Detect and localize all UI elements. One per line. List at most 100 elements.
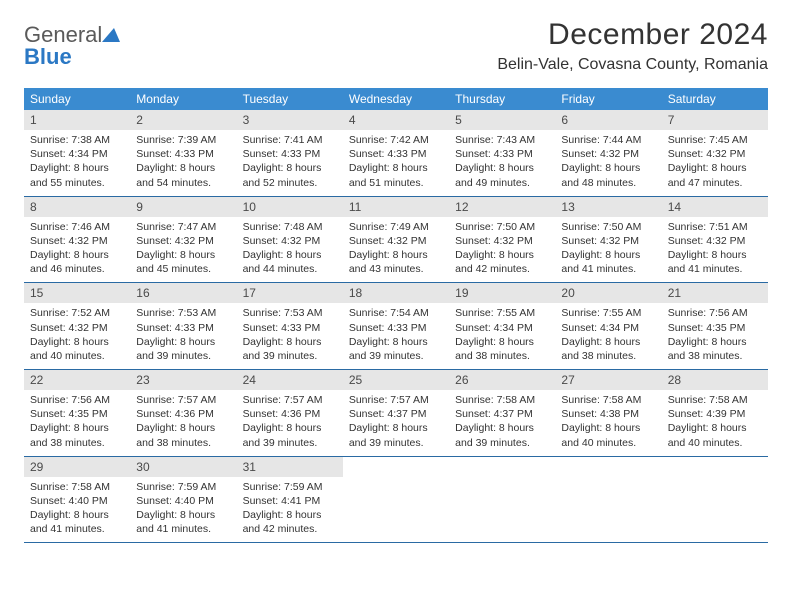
month-title: December 2024 xyxy=(497,18,768,52)
sunset-line: Sunset: 4:32 PM xyxy=(668,234,762,248)
sunset-line: Sunset: 4:34 PM xyxy=(561,321,655,335)
sunrise-line: Sunrise: 7:49 AM xyxy=(349,220,443,234)
day-body: Sunrise: 7:53 AMSunset: 4:33 PMDaylight:… xyxy=(237,303,343,369)
daylight-line: Daylight: 8 hours and 51 minutes. xyxy=(349,161,443,189)
sunrise-line: Sunrise: 7:58 AM xyxy=(668,393,762,407)
day-body: Sunrise: 7:43 AMSunset: 4:33 PMDaylight:… xyxy=(449,130,555,196)
sunrise-line: Sunrise: 7:52 AM xyxy=(30,306,124,320)
sunrise-line: Sunrise: 7:57 AM xyxy=(349,393,443,407)
daylight-line: Daylight: 8 hours and 39 minutes. xyxy=(243,335,337,363)
day-cell: 29Sunrise: 7:58 AMSunset: 4:40 PMDayligh… xyxy=(24,457,130,543)
day-cell: 20Sunrise: 7:55 AMSunset: 4:34 PMDayligh… xyxy=(555,283,661,369)
daylight-line: Daylight: 8 hours and 41 minutes. xyxy=(668,248,762,276)
day-number: 25 xyxy=(343,370,449,390)
sunset-line: Sunset: 4:33 PM xyxy=(455,147,549,161)
sunset-line: Sunset: 4:33 PM xyxy=(349,321,443,335)
day-cell: 27Sunrise: 7:58 AMSunset: 4:38 PMDayligh… xyxy=(555,370,661,456)
day-number: 19 xyxy=(449,283,555,303)
week-row: 29Sunrise: 7:58 AMSunset: 4:40 PMDayligh… xyxy=(24,457,768,544)
sunset-line: Sunset: 4:37 PM xyxy=(349,407,443,421)
daylight-line: Daylight: 8 hours and 52 minutes. xyxy=(243,161,337,189)
day-body: Sunrise: 7:54 AMSunset: 4:33 PMDaylight:… xyxy=(343,303,449,369)
weekday-label: Wednesday xyxy=(343,88,449,110)
day-cell-empty xyxy=(555,457,661,543)
sunset-line: Sunset: 4:33 PM xyxy=(349,147,443,161)
daylight-line: Daylight: 8 hours and 39 minutes. xyxy=(455,421,549,449)
day-cell-empty xyxy=(662,457,768,543)
title-block: December 2024 Belin-Vale, Covasna County… xyxy=(497,18,768,74)
day-cell: 17Sunrise: 7:53 AMSunset: 4:33 PMDayligh… xyxy=(237,283,343,369)
logo-text: General Blue xyxy=(24,24,120,68)
day-number: 30 xyxy=(130,457,236,477)
sunrise-line: Sunrise: 7:58 AM xyxy=(30,480,124,494)
day-number: 12 xyxy=(449,197,555,217)
day-number: 10 xyxy=(237,197,343,217)
weekday-label: Thursday xyxy=(449,88,555,110)
daylight-line: Daylight: 8 hours and 55 minutes. xyxy=(30,161,124,189)
day-number: 17 xyxy=(237,283,343,303)
day-number: 24 xyxy=(237,370,343,390)
logo-triangle-icon xyxy=(102,24,120,46)
day-number: 22 xyxy=(24,370,130,390)
daylight-line: Daylight: 8 hours and 39 minutes. xyxy=(349,421,443,449)
day-cell: 6Sunrise: 7:44 AMSunset: 4:32 PMDaylight… xyxy=(555,110,661,196)
daylight-line: Daylight: 8 hours and 43 minutes. xyxy=(349,248,443,276)
day-number: 20 xyxy=(555,283,661,303)
sunrise-line: Sunrise: 7:50 AM xyxy=(455,220,549,234)
day-body: Sunrise: 7:50 AMSunset: 4:32 PMDaylight:… xyxy=(449,217,555,283)
weekday-label: Monday xyxy=(130,88,236,110)
day-body: Sunrise: 7:58 AMSunset: 4:40 PMDaylight:… xyxy=(24,477,130,543)
day-number: 1 xyxy=(24,110,130,130)
weeks-container: 1Sunrise: 7:38 AMSunset: 4:34 PMDaylight… xyxy=(24,110,768,543)
day-number: 5 xyxy=(449,110,555,130)
daylight-line: Daylight: 8 hours and 38 minutes. xyxy=(561,335,655,363)
day-number: 3 xyxy=(237,110,343,130)
sunset-line: Sunset: 4:39 PM xyxy=(668,407,762,421)
day-cell: 30Sunrise: 7:59 AMSunset: 4:40 PMDayligh… xyxy=(130,457,236,543)
day-body: Sunrise: 7:53 AMSunset: 4:33 PMDaylight:… xyxy=(130,303,236,369)
daylight-line: Daylight: 8 hours and 47 minutes. xyxy=(668,161,762,189)
day-body: Sunrise: 7:41 AMSunset: 4:33 PMDaylight:… xyxy=(237,130,343,196)
weekday-label: Sunday xyxy=(24,88,130,110)
sunset-line: Sunset: 4:34 PM xyxy=(30,147,124,161)
sunset-line: Sunset: 4:32 PM xyxy=(349,234,443,248)
sunrise-line: Sunrise: 7:42 AM xyxy=(349,133,443,147)
sunset-line: Sunset: 4:33 PM xyxy=(136,321,230,335)
day-body: Sunrise: 7:58 AMSunset: 4:37 PMDaylight:… xyxy=(449,390,555,456)
day-number: 27 xyxy=(555,370,661,390)
day-body: Sunrise: 7:38 AMSunset: 4:34 PMDaylight:… xyxy=(24,130,130,196)
daylight-line: Daylight: 8 hours and 46 minutes. xyxy=(30,248,124,276)
day-body: Sunrise: 7:58 AMSunset: 4:39 PMDaylight:… xyxy=(662,390,768,456)
day-cell: 16Sunrise: 7:53 AMSunset: 4:33 PMDayligh… xyxy=(130,283,236,369)
day-cell: 3Sunrise: 7:41 AMSunset: 4:33 PMDaylight… xyxy=(237,110,343,196)
sunset-line: Sunset: 4:32 PM xyxy=(561,147,655,161)
daylight-line: Daylight: 8 hours and 41 minutes. xyxy=(136,508,230,536)
daylight-line: Daylight: 8 hours and 42 minutes. xyxy=(455,248,549,276)
week-row: 15Sunrise: 7:52 AMSunset: 4:32 PMDayligh… xyxy=(24,283,768,370)
day-cell: 4Sunrise: 7:42 AMSunset: 4:33 PMDaylight… xyxy=(343,110,449,196)
day-number: 9 xyxy=(130,197,236,217)
day-body: Sunrise: 7:56 AMSunset: 4:35 PMDaylight:… xyxy=(662,303,768,369)
daylight-line: Daylight: 8 hours and 41 minutes. xyxy=(30,508,124,536)
day-cell: 25Sunrise: 7:57 AMSunset: 4:37 PMDayligh… xyxy=(343,370,449,456)
sunrise-line: Sunrise: 7:43 AM xyxy=(455,133,549,147)
logo: General Blue xyxy=(24,24,120,68)
daylight-line: Daylight: 8 hours and 39 minutes. xyxy=(243,421,337,449)
day-number: 21 xyxy=(662,283,768,303)
day-cell: 12Sunrise: 7:50 AMSunset: 4:32 PMDayligh… xyxy=(449,197,555,283)
day-body: Sunrise: 7:49 AMSunset: 4:32 PMDaylight:… xyxy=(343,217,449,283)
day-body: Sunrise: 7:55 AMSunset: 4:34 PMDaylight:… xyxy=(449,303,555,369)
daylight-line: Daylight: 8 hours and 39 minutes. xyxy=(349,335,443,363)
day-number: 7 xyxy=(662,110,768,130)
daylight-line: Daylight: 8 hours and 54 minutes. xyxy=(136,161,230,189)
day-body: Sunrise: 7:50 AMSunset: 4:32 PMDaylight:… xyxy=(555,217,661,283)
sunset-line: Sunset: 4:40 PM xyxy=(30,494,124,508)
day-cell: 19Sunrise: 7:55 AMSunset: 4:34 PMDayligh… xyxy=(449,283,555,369)
day-body: Sunrise: 7:48 AMSunset: 4:32 PMDaylight:… xyxy=(237,217,343,283)
day-body: Sunrise: 7:45 AMSunset: 4:32 PMDaylight:… xyxy=(662,130,768,196)
day-body: Sunrise: 7:57 AMSunset: 4:37 PMDaylight:… xyxy=(343,390,449,456)
week-row: 1Sunrise: 7:38 AMSunset: 4:34 PMDaylight… xyxy=(24,110,768,197)
sunrise-line: Sunrise: 7:45 AM xyxy=(668,133,762,147)
day-number: 31 xyxy=(237,457,343,477)
day-number: 6 xyxy=(555,110,661,130)
